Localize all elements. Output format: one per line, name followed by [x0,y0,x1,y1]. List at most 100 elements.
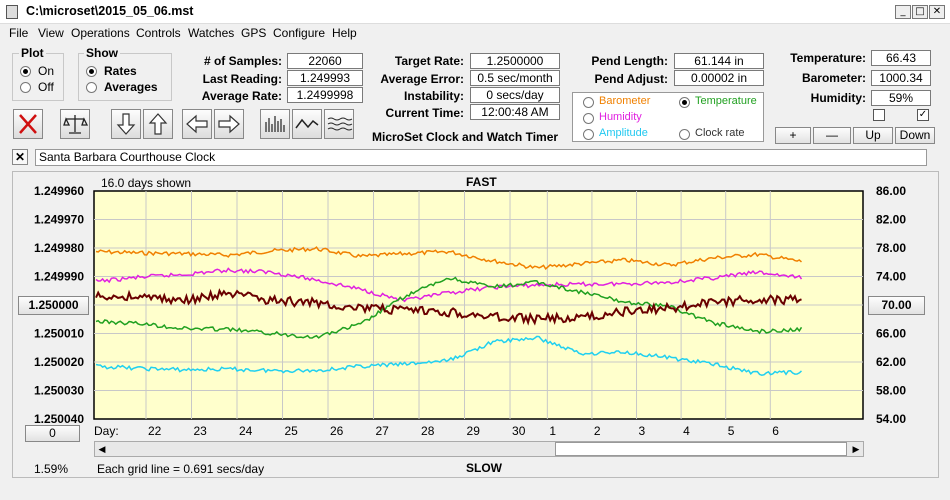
close-button[interactable]: ✕ [929,5,945,19]
average-rate-field: 1.2499998 [287,87,363,103]
show-averages-label: Averages [104,80,158,94]
right-arrow-button[interactable] [214,109,244,139]
x-tick: 6 [772,424,779,438]
y-right-tick: 86.00 [876,184,906,198]
title-bar: C:\microset\2015_05_06.mst _ □ ✕ [0,0,950,24]
x-icon [19,114,37,134]
series-humidity [95,267,803,303]
barometer-label: Barometer: [801,71,866,85]
up-arrow-button[interactable] [143,109,173,139]
bars-icon [265,116,285,132]
zero-button[interactable]: 0 [25,425,80,442]
series-amplitude [95,335,803,376]
humidity-radio[interactable] [583,113,594,124]
scale-down-button[interactable]: Down [895,127,935,144]
menu-gps[interactable]: GPS [241,26,267,40]
product-name: MicroSet Clock and Watch Timer [372,130,559,144]
balance-button[interactable] [60,109,90,139]
clock-name-field[interactable]: Santa Barbara Courthouse Clock [35,149,927,166]
current-time-label: Current Time: [385,106,464,120]
amplitude-option: Amplitude [599,127,648,139]
samples-label: # of Samples: [203,54,282,68]
humidity-field: 59% [871,90,931,106]
scale-up-button[interactable]: Up [853,127,893,144]
last-reading-label: Last Reading: [202,72,282,86]
x-tick: 4 [683,424,690,438]
multi-wave-icon [327,117,353,131]
pend-adjust-label: Pend Adjust: [594,72,668,86]
y-left-tick: 1.250040 [34,412,84,426]
multi-line-button[interactable] [324,109,354,139]
y-left-tick: 1.250010 [34,327,84,341]
last-reading-field: 1.249993 [287,70,363,86]
barometer-radio[interactable] [583,97,594,108]
scale-minus-button[interactable]: — [813,127,851,144]
show-rates-label: Rates [104,64,137,78]
menu-watches[interactable]: Watches [188,26,235,40]
scroll-left-icon[interactable]: ◀ [98,444,106,454]
scale-plus-button[interactable]: + [775,127,811,144]
show-averages-radio[interactable] [86,82,97,93]
right-center-button[interactable]: 70.00 [868,296,925,315]
y-right-tick: 62.00 [876,355,906,369]
bar-plot-button[interactable] [260,109,290,139]
menu-help[interactable]: Help [332,26,357,40]
day-label: Day: [94,424,119,438]
samples-field: 22060 [287,53,363,69]
x-tick: 1 [549,424,556,438]
app-icon [6,5,18,19]
pend-length-field[interactable]: 61.144 in [674,53,764,69]
menu-bar: File View Operations Controls Watches GP… [0,24,950,42]
average-error-field: 0.5 sec/month [470,70,560,86]
pend-adjust-field[interactable]: 0.00002 in [674,70,764,86]
left-arrow-button[interactable] [182,109,212,139]
x-tick: 3 [639,424,646,438]
menu-operations[interactable]: Operations [71,26,130,40]
menu-controls[interactable]: Controls [136,26,181,40]
y-left-tick: 1.250030 [34,384,84,398]
scroll-right-icon[interactable]: ▶ [852,444,860,454]
menu-configure[interactable]: Configure [273,26,326,40]
x-tick: 22 [148,424,162,438]
clear-button[interactable] [13,109,43,139]
close-clock-button[interactable]: ✕ [12,149,28,165]
y-left-tick: 1.250020 [34,355,84,369]
series-clock-rate [95,288,802,326]
series-barometer [95,246,802,271]
series-temperature [95,276,803,339]
y-right-tick: 66.00 [876,327,906,341]
days-shown: 16.0 days shown [101,176,192,190]
plot-off-radio[interactable] [20,82,31,93]
temperature-field: 66.43 [871,50,931,66]
clock-rate-option: Clock rate [695,127,745,139]
amplitude-radio[interactable] [583,129,594,140]
show-rates-radio[interactable] [86,66,97,77]
target-rate-label: Target Rate: [394,54,464,68]
humidity-option: Humidity [599,111,642,123]
center-value-button[interactable]: 1.250000 [18,296,89,315]
plot-on-radio[interactable] [20,66,31,77]
slow-label: SLOW [466,461,502,475]
clock-rate-radio[interactable] [679,129,690,140]
minimize-button[interactable]: _ [895,5,911,19]
line-plot-button[interactable] [292,109,322,139]
menu-view[interactable]: View [38,26,64,40]
scroll-thumb[interactable] [555,442,847,456]
pend-length-label: Pend Length: [591,54,668,68]
current-time-field: 12:00:48 AM [470,104,560,120]
window-title: C:\microset\2015_05_06.mst [26,4,194,18]
menu-file[interactable]: File [9,26,29,40]
barometer-field: 1000.34 [871,70,931,86]
y-left-tick: 1.249990 [34,270,84,284]
sensor-selector [572,92,764,142]
horizontal-scrollbar[interactable]: ◀ ▶ [94,441,864,457]
target-rate-field[interactable]: 1.2500000 [470,53,560,69]
grid-note: Each grid line = 0.691 secs/day [97,462,265,476]
plot-group-title: Plot [19,46,46,60]
maximize-button[interactable]: □ [912,5,928,19]
x-tick: 23 [194,424,208,438]
checkbox-2[interactable]: ✓ [917,109,929,121]
checkbox-1[interactable] [873,109,885,121]
temperature-radio[interactable] [679,97,690,108]
down-arrow-button[interactable] [111,109,141,139]
